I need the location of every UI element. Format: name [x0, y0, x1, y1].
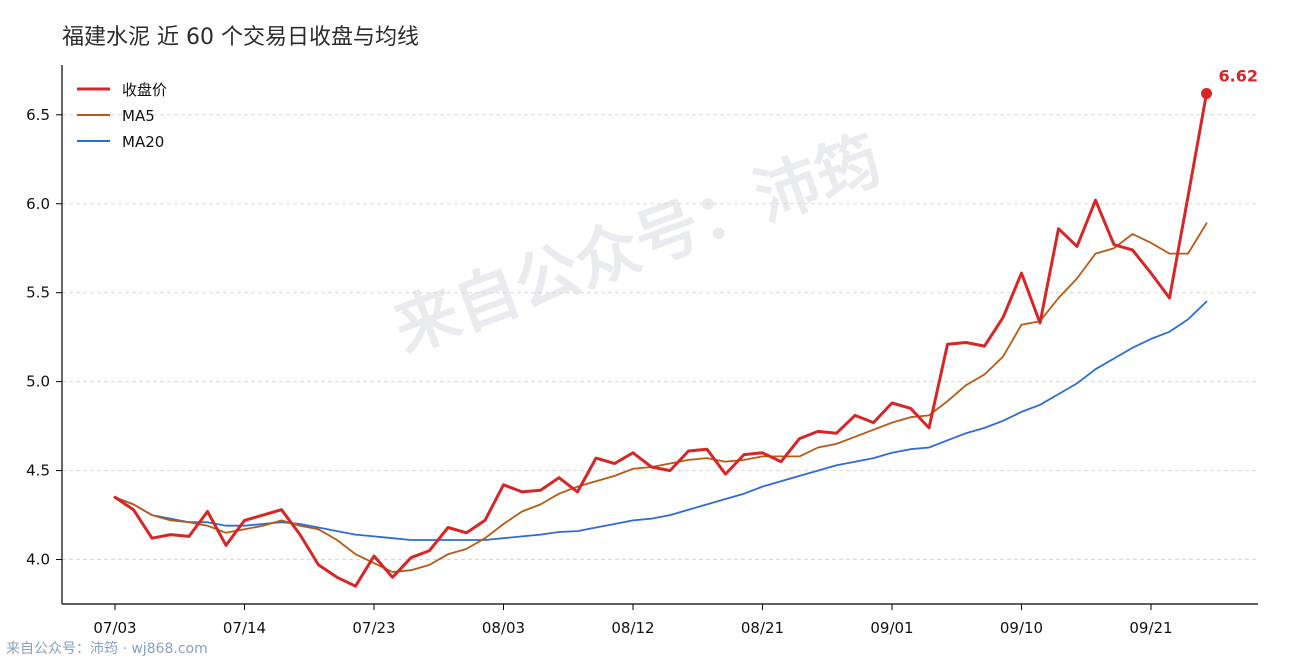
- legend-label: 收盘价: [122, 81, 167, 99]
- series-lines: [113, 92, 1208, 588]
- y-tick-label: 6.0: [26, 195, 50, 213]
- x-tick-label: 07/14: [223, 619, 266, 637]
- x-tick-label: 08/12: [611, 619, 654, 637]
- x-tick-label: 07/03: [93, 619, 136, 637]
- y-tick-label: 5.0: [26, 373, 50, 391]
- x-tick-label: 07/23: [352, 619, 395, 637]
- chart-title: 福建水泥 近 60 个交易日收盘与均线: [62, 25, 419, 50]
- x-axis-ticks: 07/03 07/14 07/23 08/03 08/12 08/21 09/01 09/10…: [93, 604, 1173, 637]
- end-marker-group: 6.62: [1201, 66, 1258, 99]
- y-tick-label: 5.5: [26, 284, 50, 302]
- series-line-close: [113, 92, 1208, 588]
- series-line-ma20: [114, 300, 1208, 541]
- axes: [61, 65, 1258, 605]
- y-tick-label: 4.5: [26, 462, 50, 480]
- x-tick-label: 09/21: [1129, 619, 1172, 637]
- end-point-marker: [1201, 87, 1212, 99]
- y-axis-ticks: 4.0 4.5 5.0 5.5 6.0 6.5: [26, 106, 62, 569]
- x-tick-label: 09/01: [870, 619, 913, 637]
- x-tick-label: 08/21: [741, 619, 784, 637]
- x-tick-label: 09/10: [1000, 619, 1043, 637]
- legend: 收盘价 MA5 MA20: [77, 81, 167, 151]
- y-tick-label: 4.0: [26, 551, 50, 569]
- legend-label: MA5: [122, 107, 155, 125]
- legend-label: MA20: [122, 133, 164, 151]
- watermark: 来自公众号：沛筠: [385, 123, 891, 368]
- series-line-ma5: [114, 222, 1208, 573]
- x-tick-label: 08/03: [482, 619, 525, 637]
- y-tick-label: 6.5: [26, 106, 50, 124]
- credit-text: 来自公众号：沛筠 · wj868.com: [6, 640, 208, 657]
- gridlines: [62, 114, 1258, 561]
- end-value-label: 6.62: [1219, 66, 1258, 85]
